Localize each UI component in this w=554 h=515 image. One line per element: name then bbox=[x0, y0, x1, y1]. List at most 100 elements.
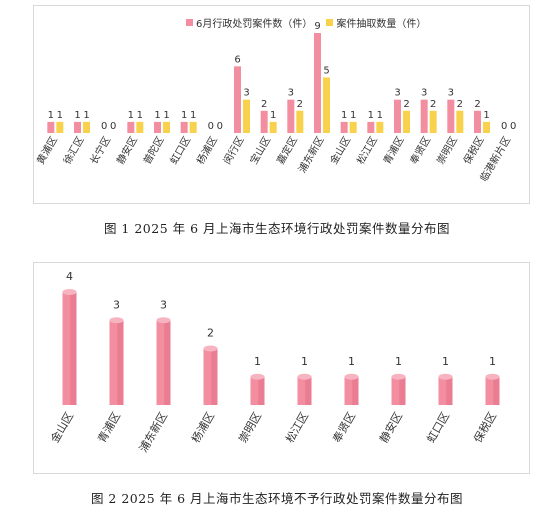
data-label-5: 1 bbox=[301, 355, 308, 368]
bar-s1-11 bbox=[349, 121, 357, 133]
legend-item-sampled: 案件抽取数量（件） bbox=[326, 15, 426, 30]
data-label-s0-6: 0 bbox=[208, 121, 214, 132]
data-label-s1-16: 1 bbox=[483, 110, 489, 121]
bar-s1-1 bbox=[83, 121, 90, 133]
bar-s0-15 bbox=[447, 99, 455, 133]
data-label-s1-6: 0 bbox=[217, 121, 223, 132]
data-label-s0-2: 0 bbox=[101, 121, 107, 132]
data-label-0: 4 bbox=[66, 270, 73, 283]
data-label-s1-10: 5 bbox=[323, 65, 329, 76]
data-label-s1-5: 1 bbox=[190, 110, 196, 121]
x-tick-label-14: 奉贤区 bbox=[407, 134, 433, 166]
bar-s1-15 bbox=[456, 110, 464, 133]
data-label-s1-14: 2 bbox=[430, 99, 436, 110]
legend-label-sampled: 案件抽取数量（件） bbox=[336, 19, 427, 30]
x-tick-label-4: 普陀区 bbox=[140, 134, 166, 166]
data-label-s0-16: 2 bbox=[474, 99, 480, 110]
data-label-s1-2: 0 bbox=[110, 121, 116, 132]
bar-s0-7 bbox=[234, 66, 241, 133]
x-tick-label-0: 黄浦区 bbox=[34, 134, 60, 166]
bar-s1-3 bbox=[136, 121, 144, 133]
bar-s0-9 bbox=[287, 99, 295, 133]
x-tick-label-8: 虹口区 bbox=[424, 410, 452, 445]
data-label-s0-10: 9 bbox=[314, 21, 320, 32]
x-tick-label-5: 虹口区 bbox=[168, 135, 193, 167]
bar-top-7 bbox=[391, 373, 406, 380]
bar-s1-13 bbox=[403, 110, 410, 133]
bar-s0-5 bbox=[180, 121, 188, 133]
legend-item-cases: 6月行政处罚案件数（件） bbox=[186, 15, 312, 30]
chart1-legend: 6月行政处罚案件数（件） 案件抽取数量（件） bbox=[186, 15, 426, 30]
bar-s0-16 bbox=[474, 110, 481, 133]
bar-s1-9 bbox=[296, 110, 304, 133]
data-label-1: 3 bbox=[113, 298, 120, 311]
data-label-s1-9: 2 bbox=[297, 99, 303, 110]
bar-s1-4 bbox=[163, 121, 170, 133]
bar-s1-14 bbox=[429, 110, 437, 133]
bar-shade-8 bbox=[446, 376, 453, 405]
data-label-s1-0: 1 bbox=[57, 110, 63, 121]
legend-swatch-sampled bbox=[326, 19, 334, 26]
data-label-7: 1 bbox=[395, 355, 402, 368]
data-label-s0-17: 0 bbox=[501, 121, 507, 132]
bar-s0-3 bbox=[127, 121, 135, 133]
bar-shade-4 bbox=[258, 376, 265, 405]
data-label-s0-14: 3 bbox=[421, 88, 427, 99]
bar-shade-9 bbox=[493, 376, 500, 405]
data-label-s0-13: 3 bbox=[394, 88, 400, 99]
bar-shade-3 bbox=[211, 348, 218, 405]
data-label-s1-13: 2 bbox=[403, 99, 409, 110]
x-tick-label-2: 长宁区 bbox=[87, 134, 113, 166]
bar-top-8 bbox=[438, 373, 453, 380]
x-tick-label-7: 静安区 bbox=[376, 410, 405, 446]
x-tick-label-6: 杨浦区 bbox=[194, 134, 220, 166]
bar-s0-0 bbox=[47, 121, 55, 133]
x-tick-label-6: 奉贤区 bbox=[329, 410, 358, 446]
legend-swatch-cases bbox=[186, 19, 193, 26]
bar-top-3 bbox=[203, 345, 218, 352]
x-tick-label-1: 徐汇区 bbox=[60, 134, 86, 166]
data-label-s0-1: 1 bbox=[74, 110, 80, 121]
x-tick-label-3: 杨浦区 bbox=[188, 410, 217, 446]
bar-s0-8 bbox=[260, 110, 268, 133]
x-tick-label-7: 闵行区 bbox=[220, 134, 246, 166]
data-label-s1-8: 1 bbox=[270, 110, 276, 121]
data-label-4: 1 bbox=[254, 355, 261, 368]
x-tick-label-13: 青浦区 bbox=[380, 134, 406, 166]
x-tick-label-0: 金山区 bbox=[47, 410, 76, 446]
x-tick-label-11: 金山区 bbox=[327, 134, 353, 166]
data-label-s0-7: 6 bbox=[234, 54, 240, 65]
bar-top-1 bbox=[109, 317, 124, 324]
bar-top-9 bbox=[485, 373, 500, 380]
bar-s0-10 bbox=[314, 33, 321, 133]
chart1-panel: 6月行政处罚案件数（件） 案件抽取数量（件） 1 1 黄浦区 1 1 徐汇区 0 0 长宁区 1 1… bbox=[33, 5, 530, 204]
data-label-s0-8: 2 bbox=[261, 99, 267, 110]
bar-s0-4 bbox=[154, 121, 161, 133]
x-tick-label-16: 保税区 bbox=[460, 134, 486, 166]
bar-top-5 bbox=[297, 373, 312, 380]
data-label-s1-15: 2 bbox=[457, 99, 463, 110]
x-tick-label-3: 静安区 bbox=[114, 134, 140, 166]
x-tick-label-9: 保税区 bbox=[470, 410, 499, 446]
x-tick-label-12: 松江区 bbox=[354, 134, 380, 166]
x-tick-label-4: 崇明区 bbox=[236, 410, 264, 445]
data-label-s1-17: 0 bbox=[510, 121, 516, 132]
bar-s1-16 bbox=[483, 121, 490, 133]
bar-shade-7 bbox=[399, 376, 406, 405]
x-tick-label-2: 浦东新区 bbox=[136, 410, 170, 455]
bar-s0-14 bbox=[420, 99, 428, 133]
bar-s1-7 bbox=[243, 99, 250, 133]
bar-s1-8 bbox=[269, 121, 277, 133]
legend-label-cases: 6月行政处罚案件数（件） bbox=[196, 19, 313, 30]
bar-s1-12 bbox=[376, 121, 384, 133]
bar-s0-11 bbox=[340, 121, 348, 133]
data-label-s0-9: 3 bbox=[288, 88, 294, 99]
x-tick-label-5: 松江区 bbox=[282, 410, 311, 446]
chart1-caption: 图 1 2025 年 6 月上海市生态环境行政处罚案件数量分布图 bbox=[103, 221, 451, 236]
bar-s0-1 bbox=[74, 121, 81, 133]
data-label-s0-11: 1 bbox=[341, 110, 347, 121]
x-tick-label-8: 宝山区 bbox=[247, 134, 273, 166]
bar-s1-5 bbox=[189, 121, 197, 133]
bar-s0-13 bbox=[394, 99, 401, 133]
data-label-s0-0: 1 bbox=[48, 110, 54, 121]
